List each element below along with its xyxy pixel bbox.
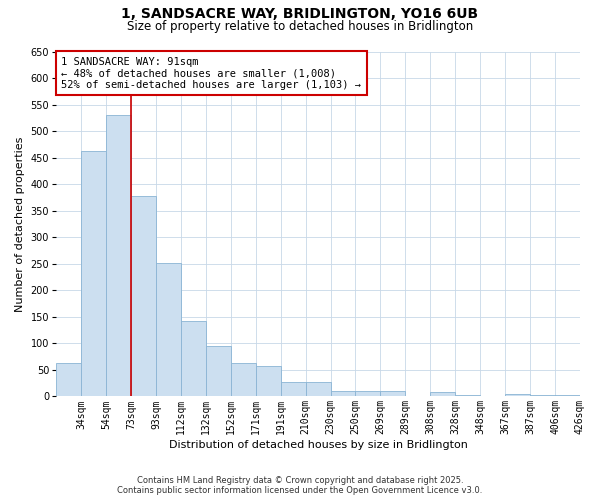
Bar [56, 363, 81, 396]
Bar [156, 262, 181, 396]
Bar [81, 152, 106, 396]
Text: 1 SANDSACRE WAY: 91sqm
← 48% of detached houses are smaller (1,008)
52% of semi-: 1 SANDSACRE WAY: 91sqm ← 48% of detached… [61, 56, 361, 90]
Y-axis label: Number of detached properties: Number of detached properties [15, 136, 25, 312]
Bar [331, 391, 355, 396]
Bar [131, 196, 156, 396]
Bar [380, 391, 406, 396]
Bar [530, 395, 555, 396]
Bar [505, 394, 530, 396]
Bar [106, 115, 131, 396]
Bar [555, 395, 580, 396]
Bar [181, 320, 206, 396]
Text: Size of property relative to detached houses in Bridlington: Size of property relative to detached ho… [127, 20, 473, 33]
Bar [305, 382, 331, 396]
Bar [206, 346, 231, 397]
Bar [455, 395, 480, 396]
Bar [430, 392, 455, 396]
X-axis label: Distribution of detached houses by size in Bridlington: Distribution of detached houses by size … [169, 440, 467, 450]
Bar [256, 366, 281, 396]
Bar [281, 382, 305, 396]
Bar [355, 391, 380, 396]
Text: Contains HM Land Registry data © Crown copyright and database right 2025.
Contai: Contains HM Land Registry data © Crown c… [118, 476, 482, 495]
Text: 1, SANDSACRE WAY, BRIDLINGTON, YO16 6UB: 1, SANDSACRE WAY, BRIDLINGTON, YO16 6UB [121, 8, 479, 22]
Bar [231, 363, 256, 396]
